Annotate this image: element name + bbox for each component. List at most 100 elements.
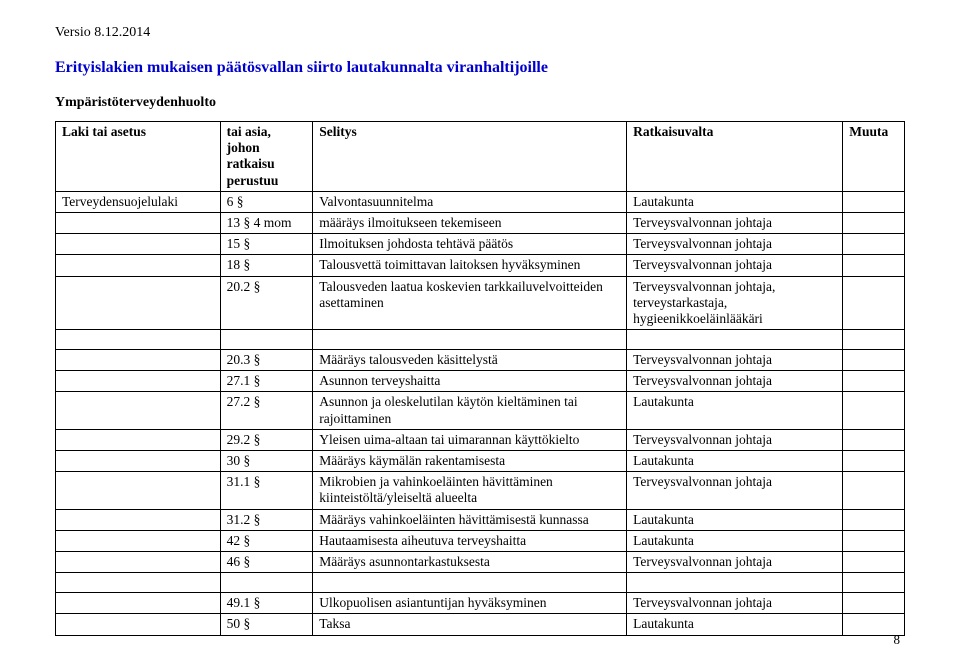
cell: 13 § 4 mom <box>220 212 313 233</box>
cell: Mikrobien ja vahinkoeläinten hävittämine… <box>313 472 627 509</box>
spacer-cell <box>56 573 221 593</box>
cell <box>56 429 221 450</box>
cell <box>843 530 905 551</box>
cell: määräys ilmoitukseen tekemiseen <box>313 212 627 233</box>
cell: Terveysvalvonnan johtaja <box>627 472 843 509</box>
cell <box>56 551 221 572</box>
cell: 27.1 § <box>220 371 313 392</box>
cell: Määräys talousveden käsittelystä <box>313 350 627 371</box>
cell <box>56 472 221 509</box>
cell: Yleisen uima-altaan tai uimarannan käytt… <box>313 429 627 450</box>
cell <box>843 392 905 429</box>
cell <box>56 614 221 635</box>
cell: Ilmoituksen johdosta tehtävä päätös <box>313 234 627 255</box>
cell: Terveysvalvonnan johtaja <box>627 593 843 614</box>
cell: 42 § <box>220 530 313 551</box>
spacer-cell <box>627 330 843 350</box>
cell: Talousveden laatua koskevien tarkkailuve… <box>313 276 627 330</box>
table-row: 15 §Ilmoituksen johdosta tehtävä päätösT… <box>56 234 905 255</box>
header-c1: Laki tai asetus <box>56 122 221 192</box>
table-row: 13 § 4 mommääräys ilmoitukseen tekemisee… <box>56 212 905 233</box>
table-row: 30 §Määräys käymälän rakentamisestaLauta… <box>56 451 905 472</box>
table-row: 27.1 §Asunnon terveyshaittaTerveysvalvon… <box>56 371 905 392</box>
spacer-cell <box>313 573 627 593</box>
cell: Asunnon terveyshaitta <box>313 371 627 392</box>
cell: 31.1 § <box>220 472 313 509</box>
cell <box>56 350 221 371</box>
table-row: 29.2 §Yleisen uima-altaan tai uimarannan… <box>56 429 905 450</box>
cell <box>56 371 221 392</box>
cell <box>56 530 221 551</box>
cell <box>56 451 221 472</box>
header-c5: Muuta <box>843 122 905 192</box>
cell <box>843 234 905 255</box>
cell: 46 § <box>220 551 313 572</box>
cell: Valvontasuunnitelma <box>313 191 627 212</box>
cell <box>56 276 221 330</box>
table-row: 31.2 §Määräys vahinkoeläinten hävittämis… <box>56 509 905 530</box>
cell: 49.1 § <box>220 593 313 614</box>
cell <box>843 255 905 276</box>
cell: Lautakunta <box>627 509 843 530</box>
cell: Ulkopuolisen asiantuntijan hyväksyminen <box>313 593 627 614</box>
spacer-cell <box>220 330 313 350</box>
cell: Määräys asunnontarkastuksesta <box>313 551 627 572</box>
cell <box>843 276 905 330</box>
cell <box>843 429 905 450</box>
table-row: 20.3 §Määräys talousveden käsittelystäTe… <box>56 350 905 371</box>
cell: Terveysvalvonnan johtaja <box>627 371 843 392</box>
spacer-row <box>56 573 905 593</box>
cell <box>56 255 221 276</box>
page-number: 8 <box>894 632 901 648</box>
table-row: 27.2 §Asunnon ja oleskelutilan käytön ki… <box>56 392 905 429</box>
spacer-row <box>56 330 905 350</box>
cell <box>56 234 221 255</box>
header-c2: tai asia, johon ratkaisu perustuu <box>220 122 313 192</box>
cell: Lautakunta <box>627 191 843 212</box>
cell: 31.2 § <box>220 509 313 530</box>
cell <box>843 191 905 212</box>
table-row: 50 §TaksaLautakunta <box>56 614 905 635</box>
header-row: Laki tai asetus tai asia, johon ratkaisu… <box>56 122 905 192</box>
cell: 50 § <box>220 614 313 635</box>
cell <box>843 212 905 233</box>
cell <box>843 350 905 371</box>
table-row: 20.2 §Talousveden laatua koskevien tarkk… <box>56 276 905 330</box>
cell: 6 § <box>220 191 313 212</box>
cell <box>843 371 905 392</box>
cell: Lautakunta <box>627 614 843 635</box>
table-row: 18 §Talousvettä toimittavan laitoksen hy… <box>56 255 905 276</box>
cell: Talousvettä toimittavan laitoksen hyväks… <box>313 255 627 276</box>
cell: Lautakunta <box>627 392 843 429</box>
cell: Määräys vahinkoeläinten hävittämisestä k… <box>313 509 627 530</box>
spacer-cell <box>220 573 313 593</box>
cell: Asunnon ja oleskelutilan käytön kieltämi… <box>313 392 627 429</box>
cell: 18 § <box>220 255 313 276</box>
cell: Hautaamisesta aiheutuva terveyshaitta <box>313 530 627 551</box>
cell: Määräys käymälän rakentamisesta <box>313 451 627 472</box>
cell: Terveysvalvonnan johtaja, terveystarkast… <box>627 276 843 330</box>
cell <box>56 509 221 530</box>
cell: 30 § <box>220 451 313 472</box>
table-row: 31.1 §Mikrobien ja vahinkoeläinten hävit… <box>56 472 905 509</box>
cell: Terveysvalvonnan johtaja <box>627 234 843 255</box>
cell: 27.2 § <box>220 392 313 429</box>
cell: Terveysvalvonnan johtaja <box>627 551 843 572</box>
table-row: Terveydensuojelulaki6 §Valvontasuunnitel… <box>56 191 905 212</box>
cell <box>843 509 905 530</box>
table-row: 42 §Hautaamisesta aiheutuva terveyshaitt… <box>56 530 905 551</box>
cell: Taksa <box>313 614 627 635</box>
cell: Terveysvalvonnan johtaja <box>627 350 843 371</box>
cell <box>843 451 905 472</box>
cell: 15 § <box>220 234 313 255</box>
main-table: Laki tai asetus tai asia, johon ratkaisu… <box>55 121 905 636</box>
spacer-cell <box>313 330 627 350</box>
table-row: 46 §Määräys asunnontarkastuksestaTerveys… <box>56 551 905 572</box>
header-c4: Ratkaisuvalta <box>627 122 843 192</box>
cell: Terveydensuojelulaki <box>56 191 221 212</box>
page-subtitle: Ympäristöterveydenhuolto <box>55 95 905 111</box>
cell <box>56 593 221 614</box>
spacer-cell <box>843 573 905 593</box>
cell: Terveysvalvonnan johtaja <box>627 255 843 276</box>
cell <box>843 593 905 614</box>
